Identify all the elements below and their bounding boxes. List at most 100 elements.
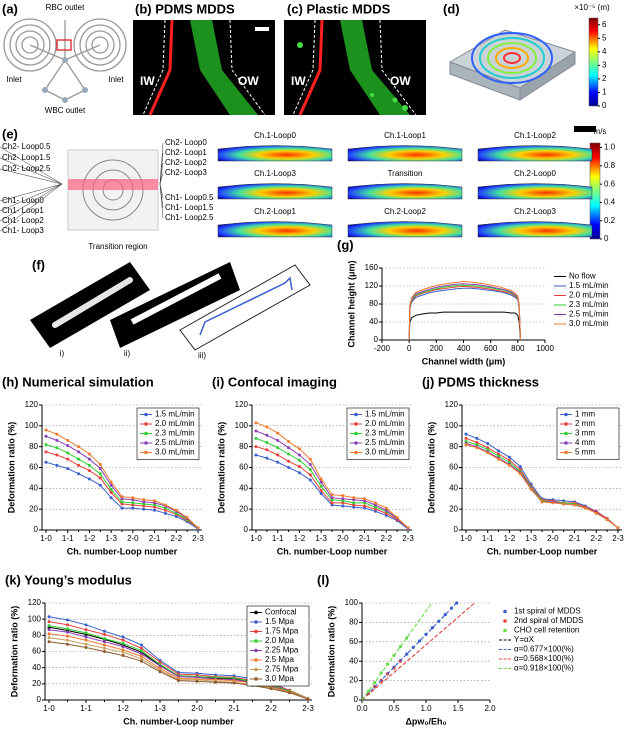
data-point: [153, 505, 157, 509]
data-point: [308, 473, 312, 477]
y-tick-label: 100: [235, 421, 249, 430]
data-point: [163, 511, 167, 515]
data-point: [341, 501, 345, 505]
data-point: [140, 646, 143, 650]
legend-label: 1st spiral of MDDS: [514, 607, 581, 616]
data-point: [475, 443, 479, 447]
series-line: [408, 311, 521, 341]
legend-label: 2.5 mL/min: [365, 438, 405, 447]
x-tick-label: 200: [430, 344, 444, 353]
legend-marker: [354, 431, 358, 436]
x-tick-label: -200: [374, 344, 391, 353]
data-point: [47, 615, 51, 619]
x-tick-label: 1-3: [154, 704, 166, 713]
data-point: [77, 445, 81, 449]
panel-label: (d): [443, 1, 460, 16]
data-point: [44, 428, 48, 432]
y-axis-label: Channel height (μm): [346, 260, 356, 347]
axes: [41, 405, 202, 531]
data-point: [265, 425, 269, 429]
data-point: [44, 443, 48, 447]
legend-label: 3 mm: [575, 429, 595, 438]
legend-label: 2.3 mL/min: [569, 300, 609, 309]
legend-box: [551, 270, 625, 331]
data-point: [406, 526, 410, 530]
data-point: [177, 679, 180, 683]
x-tick-label: 1-2: [504, 534, 516, 543]
data-point: [507, 455, 511, 459]
data-point: [44, 434, 48, 438]
data-point: [616, 526, 620, 530]
data-point: [158, 670, 162, 674]
cross-section: [477, 183, 593, 200]
x-tick-label: 2-1: [149, 534, 161, 543]
data-point: [363, 499, 367, 503]
legend-box: [246, 605, 310, 687]
data-point: [98, 472, 102, 476]
data-point: [77, 463, 81, 467]
colorbar-tick-label: 0.4: [604, 198, 616, 207]
data-point: [464, 432, 468, 436]
data-point: [120, 502, 124, 506]
y-tick-label: 120: [235, 400, 249, 409]
data-point: [287, 459, 291, 463]
leader-line: [0, 183, 63, 212]
data-point: [330, 498, 334, 502]
axes: [461, 405, 622, 531]
legend-label: No flow: [569, 272, 596, 281]
section-label: Ch2- Loop0: [165, 138, 207, 147]
data-point: [55, 463, 59, 467]
data-point: [120, 500, 124, 504]
data-point: [352, 503, 356, 507]
series-line: [408, 284, 521, 341]
data-point: [87, 452, 91, 456]
y-tick-label: 40: [449, 483, 458, 492]
colorbar-unit: ×10⁻⁵ (m): [574, 3, 610, 12]
series-line: [408, 280, 521, 341]
x-tick-label: 1-0: [250, 534, 262, 543]
annotation: IW: [140, 74, 155, 88]
legend-marker: [354, 412, 358, 417]
data-point: [121, 648, 125, 652]
x-tick-label: 1-1: [272, 534, 284, 543]
data-point: [475, 446, 479, 450]
y-tick-label: 20: [29, 504, 38, 513]
legend-marker: [254, 667, 258, 672]
x-tick-label: 1-0: [43, 704, 55, 713]
legend-marker: [144, 412, 148, 417]
sub-label: i): [60, 349, 65, 358]
data-point: [214, 680, 217, 684]
panel-c: (c) Plastic MDDS IW OW: [284, 1, 426, 116]
data-point: [87, 457, 91, 461]
series-line: [408, 287, 521, 341]
data-point: [497, 454, 501, 458]
green-stream: [340, 20, 410, 115]
data-point: [103, 629, 106, 633]
legend-label: 2.75 Mpa: [265, 665, 299, 674]
legend-label: 1.75 Mpa: [265, 627, 299, 636]
x-tick-label: 1-1: [482, 534, 494, 543]
legend-marker: [503, 619, 507, 623]
data-point: [55, 432, 59, 436]
data-point: [486, 451, 490, 455]
data-point: [308, 462, 312, 466]
x-tick-label: 2.0: [484, 704, 496, 713]
legend-marker: [254, 629, 258, 634]
section-label: Ch1- Loop0.5: [165, 193, 214, 202]
data-point: [109, 496, 113, 500]
legend-label: 2.5 mL/min: [155, 438, 195, 447]
section-label: Ch2- Loop2: [165, 158, 207, 167]
spiral-right: [73, 18, 127, 72]
data-point: [287, 439, 291, 443]
x-tick-label: 2-2: [381, 534, 393, 543]
sub-label: iii): [198, 351, 206, 360]
chip-side: [519, 51, 576, 101]
data-point: [254, 429, 258, 433]
green-stream: [190, 20, 258, 115]
data-point: [44, 450, 48, 454]
x-tick-label: 1-0: [40, 534, 52, 543]
data-point: [276, 438, 280, 442]
section-label: Ch1- Loop3: [2, 226, 44, 235]
data-point: [195, 679, 199, 683]
data-point: [276, 460, 280, 464]
